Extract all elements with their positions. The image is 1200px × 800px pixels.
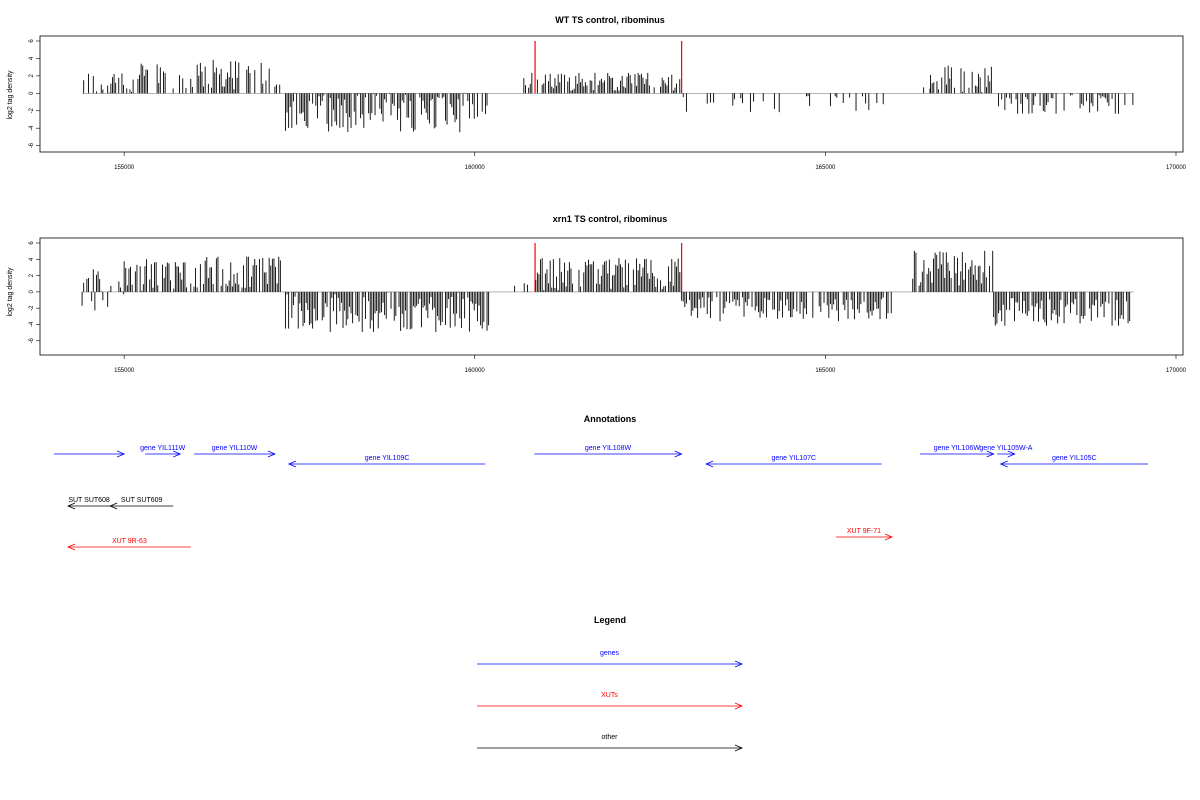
feature-label: gene YIL105C bbox=[1052, 455, 1097, 462]
xrn1-chart-title: xrn1 TS control, ribominus bbox=[553, 214, 668, 224]
x-tick-label: 160000 bbox=[465, 368, 486, 374]
feature-arrow-head bbox=[986, 450, 995, 458]
y-tick-label: 6 bbox=[29, 241, 35, 245]
feature-arrow-head bbox=[109, 502, 118, 510]
y-tick-label: -2 bbox=[29, 107, 35, 113]
feature-label: XUT 9F-71 bbox=[847, 528, 881, 535]
plot-frame bbox=[39, 237, 1184, 356]
feature-arrow-head bbox=[674, 450, 683, 458]
feature-label: gene YIL110W bbox=[212, 445, 258, 452]
feature-label: gene YIL107C bbox=[771, 455, 816, 462]
wt-y-axis-label: log2 tag density bbox=[7, 70, 14, 120]
y-tick-label: 4 bbox=[29, 56, 35, 60]
xrn1-density-panel: xrn1 TS control, ribominus log2 tag dens… bbox=[7, 214, 1187, 374]
feature-label: gene YIL109C bbox=[365, 455, 410, 462]
x-tick-label: 165000 bbox=[815, 165, 836, 171]
feature-arrow-head bbox=[1007, 450, 1016, 458]
x-tick-label: 170000 bbox=[1166, 165, 1187, 171]
y-tick-label: 0 bbox=[29, 91, 35, 95]
y-tick-label: 2 bbox=[29, 74, 35, 78]
y-tick-label: 6 bbox=[29, 39, 35, 43]
feature-arrow-head bbox=[173, 450, 182, 458]
xrn1-y-axis-label: log2 tag density bbox=[7, 267, 14, 317]
feature-label: XUT 9R-63 bbox=[112, 538, 147, 545]
feature-label: SUT SUT608 bbox=[68, 497, 110, 504]
legend-arrow-head bbox=[734, 702, 744, 710]
x-tick-label: 170000 bbox=[1166, 368, 1187, 374]
plot-frame bbox=[39, 35, 1184, 153]
feature-arrow-head bbox=[999, 460, 1008, 468]
feature-label: SUT SUT609 bbox=[121, 497, 163, 504]
annotation-track: Annotations gene YIL111W gene YIL110W gene… bbox=[54, 414, 1148, 551]
y-tick-label: -4 bbox=[29, 321, 35, 327]
x-tick-label: 155000 bbox=[114, 165, 135, 171]
x-tick-label: 160000 bbox=[465, 165, 486, 171]
legend-arrow-head bbox=[734, 744, 744, 752]
feature-label: gene YIL105W-A bbox=[979, 445, 1032, 452]
annotations-title: Annotations bbox=[584, 414, 637, 424]
feature-arrow-head bbox=[267, 450, 276, 458]
y-tick-label: 0 bbox=[29, 290, 35, 294]
feature-label: gene YIL111W bbox=[140, 445, 186, 452]
y-tick-label: -6 bbox=[29, 142, 35, 148]
legend-item-label: XUTs bbox=[601, 692, 618, 699]
legend-item-label: other bbox=[602, 734, 619, 741]
feature-arrow-head bbox=[116, 450, 126, 458]
y-tick-label: 4 bbox=[29, 257, 35, 261]
feature-label: gene YIL108W bbox=[585, 445, 632, 452]
wt-chart-title: WT TS control, ribominus bbox=[555, 15, 665, 25]
y-tick-label: -6 bbox=[29, 337, 35, 343]
x-tick-label: 165000 bbox=[815, 368, 836, 374]
feature-arrow-head bbox=[884, 533, 894, 541]
legend-arrow-head bbox=[734, 660, 744, 668]
legend-title: Legend bbox=[594, 615, 626, 625]
legend: Legend genes XUTs other bbox=[477, 615, 744, 752]
feature-arrow-head bbox=[67, 502, 76, 510]
feature-arrow-head bbox=[67, 543, 76, 551]
feature-label: gene YIL106W bbox=[934, 445, 981, 452]
y-tick-label: -4 bbox=[29, 125, 35, 131]
y-tick-label: 2 bbox=[29, 273, 35, 277]
feature-arrow-head bbox=[287, 460, 297, 468]
y-tick-label: -2 bbox=[29, 305, 35, 311]
feature-arrow-head bbox=[705, 460, 714, 468]
legend-item-label: genes bbox=[600, 650, 620, 657]
x-tick-label: 155000 bbox=[114, 368, 135, 374]
wt-density-panel: WT TS control, ribominus log2 tag densit… bbox=[7, 15, 1187, 171]
